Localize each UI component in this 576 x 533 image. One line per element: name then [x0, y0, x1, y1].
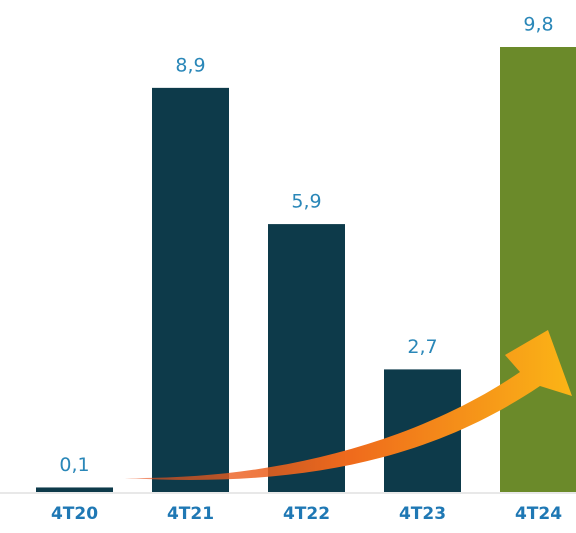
value-label: 9,8 [523, 14, 553, 36]
bar [152, 87, 229, 493]
x-tick-label: 4T20 [51, 504, 98, 524]
value-label: 5,9 [291, 191, 321, 213]
bars [36, 47, 576, 493]
x-tick-label: 4T23 [399, 504, 446, 524]
value-label: 0,1 [59, 454, 89, 476]
value-label: 8,9 [175, 54, 205, 76]
bar [268, 224, 345, 492]
x-tick-label: 4T22 [283, 504, 330, 524]
bar [36, 487, 113, 492]
value-label: 2,7 [407, 336, 437, 358]
x-tick-label: 4T21 [167, 504, 214, 524]
bar [500, 47, 576, 492]
labels: 0,1 4T20 8,9 4T21 5,9 4T22 2,7 4T23 9,8 4T24 [51, 14, 562, 525]
x-tick-label: 4T24 [515, 504, 562, 524]
growth-arrow [125, 330, 572, 480]
